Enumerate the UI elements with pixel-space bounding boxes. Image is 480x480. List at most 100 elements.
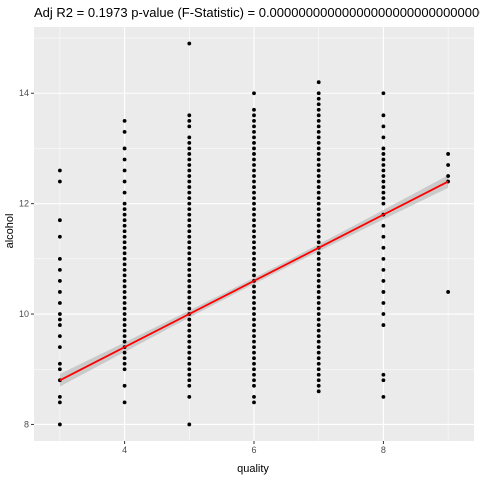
data-point xyxy=(122,240,127,245)
data-point xyxy=(252,113,256,118)
data-point xyxy=(187,212,192,217)
data-point xyxy=(316,301,321,305)
data-point xyxy=(252,367,256,372)
y-tick-label: 14 xyxy=(19,88,29,98)
y-tick-label: 8 xyxy=(24,419,29,429)
data-point xyxy=(316,234,321,239)
data-point xyxy=(187,422,192,427)
data-point xyxy=(57,218,62,223)
data-point xyxy=(252,218,256,223)
data-point xyxy=(122,367,127,372)
data-point xyxy=(252,267,256,272)
data-point xyxy=(316,91,321,96)
data-point xyxy=(57,323,62,327)
data-point xyxy=(187,185,192,189)
data-point xyxy=(187,284,192,289)
data-point xyxy=(381,146,386,151)
data-point xyxy=(252,146,256,151)
data-point xyxy=(381,174,386,178)
data-point xyxy=(316,201,321,206)
data-point xyxy=(316,323,321,327)
data-point xyxy=(57,312,62,316)
data-point xyxy=(187,334,192,339)
data-points xyxy=(57,41,451,427)
data-point xyxy=(252,118,256,123)
data-point xyxy=(122,118,127,123)
data-point xyxy=(187,356,192,361)
data-point xyxy=(187,168,192,173)
data-point xyxy=(187,301,192,305)
data-point xyxy=(316,334,321,339)
data-point xyxy=(187,251,192,256)
data-point xyxy=(252,262,256,267)
data-point xyxy=(252,273,256,278)
data-point xyxy=(252,350,256,355)
data-point xyxy=(57,367,62,372)
data-point xyxy=(187,135,192,140)
data-point xyxy=(122,146,127,151)
data-point xyxy=(57,394,62,399)
data-point xyxy=(316,290,321,294)
x-tick-label: 4 xyxy=(122,445,127,455)
data-point xyxy=(57,234,62,239)
data-point xyxy=(187,223,192,228)
data-point xyxy=(57,267,62,272)
data-point xyxy=(187,163,192,167)
data-point xyxy=(122,251,127,256)
data-point xyxy=(252,152,256,156)
data-point xyxy=(187,141,192,145)
data-point xyxy=(252,135,256,140)
data-point xyxy=(187,372,192,377)
data-point xyxy=(57,361,62,366)
data-point xyxy=(187,306,192,311)
data-point xyxy=(316,107,321,112)
x-tick-label: 6 xyxy=(251,445,256,455)
data-point xyxy=(252,400,256,405)
data-point xyxy=(381,113,386,118)
data-point xyxy=(381,179,386,184)
data-point xyxy=(316,196,321,201)
data-point xyxy=(252,323,256,327)
data-point xyxy=(187,323,192,327)
data-point xyxy=(252,312,256,316)
data-point xyxy=(187,113,192,118)
data-point xyxy=(381,135,386,140)
data-point xyxy=(187,207,192,212)
data-point xyxy=(252,212,256,217)
data-point xyxy=(187,328,192,333)
data-point xyxy=(316,174,321,178)
data-point xyxy=(252,91,256,96)
data-point xyxy=(122,306,127,311)
data-point xyxy=(187,179,192,184)
data-point xyxy=(187,279,192,283)
data-point xyxy=(122,361,127,366)
data-point xyxy=(316,157,321,162)
data-point xyxy=(381,185,386,189)
data-point xyxy=(446,174,451,178)
data-point xyxy=(316,339,321,344)
data-point xyxy=(252,163,256,167)
data-point xyxy=(187,201,192,206)
data-point xyxy=(446,152,451,156)
data-point xyxy=(381,163,386,167)
data-point xyxy=(187,118,192,123)
data-point xyxy=(122,295,127,300)
data-point xyxy=(187,290,192,294)
data-point xyxy=(187,174,192,178)
data-point xyxy=(316,345,321,350)
data-point xyxy=(381,312,386,316)
data-point xyxy=(57,290,62,294)
y-axis-title: alcohol xyxy=(4,214,16,249)
data-point xyxy=(316,212,321,217)
data-point xyxy=(122,262,127,267)
data-point xyxy=(252,207,256,212)
data-point xyxy=(316,251,321,256)
data-point xyxy=(122,157,127,162)
data-point xyxy=(122,256,127,261)
data-point xyxy=(252,196,256,201)
data-point xyxy=(316,284,321,289)
data-point xyxy=(381,234,386,239)
data-point xyxy=(187,124,192,129)
data-point xyxy=(57,400,62,405)
data-point xyxy=(252,245,256,250)
